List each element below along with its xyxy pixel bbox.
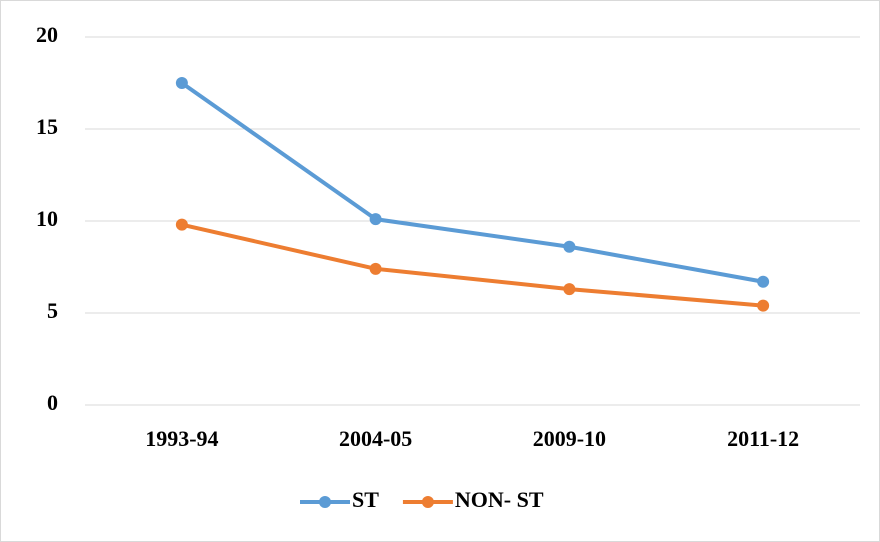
legend-marker [421,496,434,508]
legend-marker [319,496,331,508]
x-tick-label: 2004-05 [339,426,412,451]
data-point [757,299,770,312]
x-tick-label: 2011-12 [727,426,799,451]
x-tick-label: 2009-10 [533,426,606,451]
data-point [369,262,382,275]
data-point [369,213,382,226]
series-line [179,222,766,308]
y-tick-label: 10 [36,206,58,231]
x-tick-label: 1993-94 [145,426,218,451]
legend-label: ST [352,487,379,512]
data-point [175,218,188,231]
y-tick-label: 5 [47,298,58,323]
y-tick-label: 0 [47,390,58,415]
legend-label: NON- ST [455,487,544,512]
data-point [175,77,188,89]
data-point [563,283,576,296]
series-line [179,81,766,284]
y-tick-label: 15 [36,114,58,139]
data-point [757,275,770,288]
y-tick-label: 20 [36,22,58,47]
data-point [563,240,576,253]
